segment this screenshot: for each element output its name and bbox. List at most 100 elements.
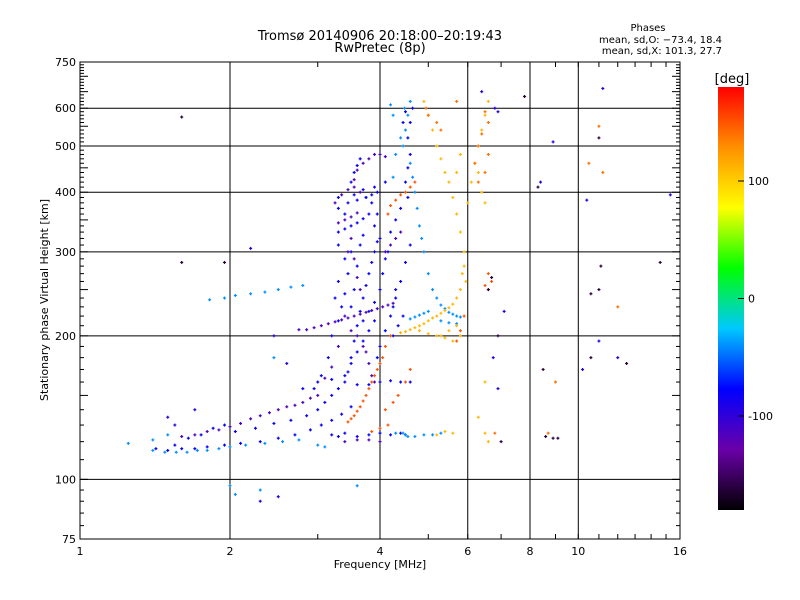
data-point	[439, 319, 443, 323]
data-point	[435, 334, 439, 338]
data-point	[401, 144, 405, 148]
data-point	[417, 329, 421, 333]
data-point	[424, 106, 428, 110]
data-point	[180, 115, 184, 119]
data-point	[413, 315, 417, 319]
data-point	[355, 198, 359, 202]
data-point	[426, 309, 430, 313]
data-point	[589, 356, 593, 360]
data-point	[476, 170, 480, 174]
y-tick-label: 400	[55, 186, 76, 199]
data-point	[293, 403, 297, 407]
data-point	[408, 243, 412, 247]
data-point	[355, 324, 359, 328]
data-point	[389, 230, 393, 234]
data-point	[408, 380, 412, 384]
data-point	[589, 292, 593, 296]
data-point	[205, 448, 209, 452]
data-point	[358, 190, 362, 194]
data-point	[413, 180, 417, 184]
data-point	[249, 246, 253, 250]
data-point	[173, 443, 177, 447]
data-point	[373, 380, 377, 384]
data-point	[352, 314, 356, 318]
data-point	[408, 152, 412, 156]
data-point	[355, 168, 359, 172]
data-point	[336, 435, 340, 439]
data-point	[480, 132, 484, 136]
data-point	[455, 314, 459, 318]
data-point	[355, 211, 359, 215]
data-point	[373, 374, 377, 378]
data-point	[349, 215, 353, 219]
data-point	[587, 161, 591, 165]
data-point	[451, 339, 455, 343]
data-point	[195, 448, 199, 452]
data-point	[330, 365, 334, 369]
data-point	[408, 367, 412, 371]
data-point	[406, 195, 410, 199]
data-point	[239, 441, 243, 445]
data-point	[625, 361, 629, 365]
data-point	[658, 260, 662, 264]
data-point	[349, 329, 353, 333]
data-point	[378, 361, 382, 365]
data-point	[408, 161, 412, 165]
data-point	[455, 212, 459, 216]
y-tick-label: 750	[55, 56, 76, 69]
data-point	[496, 334, 500, 338]
data-point	[383, 408, 387, 412]
data-point	[394, 288, 398, 292]
colorbar-tick-label: 0	[748, 293, 755, 306]
data-point	[460, 272, 464, 276]
data-point	[289, 285, 293, 289]
data-point	[480, 128, 484, 132]
data-point	[408, 185, 412, 189]
data-point	[403, 330, 407, 334]
legend-line-x: mean, sd,X: 101.3, 27.7	[602, 46, 722, 57]
data-point	[367, 272, 371, 276]
data-point	[483, 170, 487, 174]
data-point	[346, 201, 350, 205]
data-point	[408, 328, 412, 332]
data-point	[249, 417, 253, 421]
colorbar-ticks: 100 0 -100	[738, 175, 773, 423]
data-point	[383, 155, 387, 159]
data-point	[451, 302, 455, 306]
data-point	[455, 296, 459, 300]
data-point	[383, 257, 387, 261]
data-point	[358, 243, 362, 247]
data-point	[426, 332, 430, 336]
data-point	[413, 190, 417, 194]
data-point	[403, 106, 407, 110]
data-point	[458, 315, 462, 319]
data-point	[378, 152, 382, 156]
data-point	[455, 324, 459, 328]
data-point	[386, 423, 390, 427]
data-point	[312, 387, 316, 391]
data-point	[316, 408, 320, 412]
data-point	[352, 339, 356, 343]
data-point	[536, 185, 540, 189]
y-tick-label: 100	[55, 473, 76, 486]
data-point	[355, 438, 359, 442]
data-point	[443, 170, 447, 174]
data-point	[403, 190, 407, 194]
data-point	[367, 329, 371, 333]
data-point	[355, 264, 359, 268]
data-point	[336, 279, 340, 283]
data-point	[502, 309, 506, 313]
data-point	[330, 393, 334, 397]
data-point	[375, 367, 379, 371]
data-point	[483, 201, 487, 205]
data-point	[375, 356, 379, 360]
data-point	[186, 436, 190, 440]
data-point	[546, 431, 550, 435]
data-point	[272, 334, 276, 338]
data-point	[333, 201, 337, 205]
data-point	[330, 334, 334, 338]
data-point	[389, 204, 393, 208]
data-point	[336, 344, 340, 348]
data-point	[336, 319, 340, 323]
data-point	[297, 438, 301, 442]
